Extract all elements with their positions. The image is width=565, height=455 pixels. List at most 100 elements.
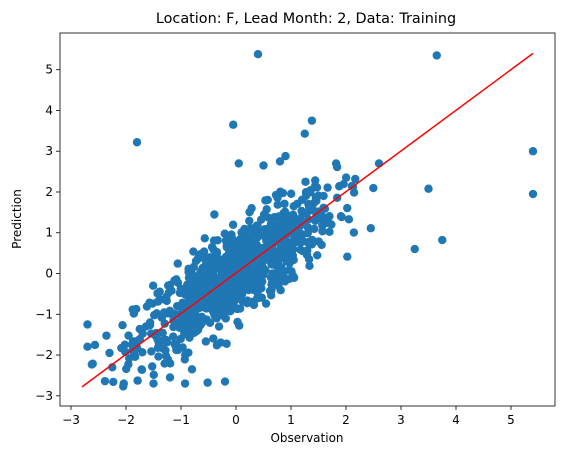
scatter-point bbox=[325, 227, 334, 237]
scatter-point bbox=[252, 240, 261, 249]
scatter-point bbox=[162, 292, 171, 301]
x-tick-label: 4 bbox=[452, 413, 460, 427]
scatter-point bbox=[221, 236, 231, 245]
scatter-point bbox=[100, 376, 110, 386]
plot-frame bbox=[59, 32, 556, 407]
scatter-point bbox=[235, 321, 244, 330]
y-tick-label: 3 bbox=[45, 144, 53, 158]
scatter-point bbox=[317, 213, 326, 222]
scatter-point bbox=[153, 343, 163, 353]
scatter-point bbox=[210, 210, 219, 219]
scatter-point bbox=[153, 297, 163, 306]
scatter-point bbox=[124, 331, 133, 340]
scatter-point bbox=[159, 308, 169, 317]
scatter-point bbox=[198, 248, 207, 258]
scatter-point bbox=[232, 281, 242, 291]
scatter-point bbox=[273, 193, 282, 202]
scatter-point bbox=[205, 318, 215, 327]
scatter-point bbox=[179, 284, 189, 294]
scatter-point bbox=[236, 236, 245, 245]
scatter-point bbox=[307, 116, 317, 125]
scatter-point bbox=[105, 348, 114, 358]
points-layer bbox=[83, 49, 538, 391]
scatter-point bbox=[369, 183, 378, 193]
scatter-point bbox=[220, 377, 230, 386]
y-tick-label: −2 bbox=[35, 348, 53, 362]
scatter-point bbox=[173, 320, 182, 329]
scatter-point bbox=[147, 347, 156, 356]
scatter-point bbox=[214, 322, 224, 331]
scatter-point bbox=[253, 221, 262, 230]
y-tick-label: −3 bbox=[35, 389, 53, 403]
scatter-point bbox=[248, 232, 257, 241]
scatter-point bbox=[285, 274, 294, 283]
scatter-point bbox=[309, 206, 318, 215]
scatter-point bbox=[279, 268, 289, 277]
scatter-point bbox=[209, 334, 218, 343]
scatter-point bbox=[199, 272, 209, 281]
scatter-point bbox=[137, 365, 146, 374]
scatter-point bbox=[152, 309, 161, 318]
scatter-point bbox=[119, 382, 128, 391]
scatter-point bbox=[279, 227, 288, 237]
scatter-point bbox=[337, 212, 346, 222]
scatter-point bbox=[249, 261, 259, 270]
scatter-point bbox=[193, 273, 202, 282]
scatter-point bbox=[125, 354, 134, 363]
scatter-point bbox=[168, 332, 178, 341]
scatter-point bbox=[274, 218, 283, 228]
scatter-point bbox=[212, 247, 222, 257]
scatter-point bbox=[225, 285, 235, 294]
scatter-point bbox=[245, 216, 254, 226]
scatter-point bbox=[226, 307, 235, 316]
scatter-point bbox=[175, 302, 185, 311]
scatter-point bbox=[432, 51, 441, 60]
scatter-point bbox=[331, 159, 341, 168]
scatter-point bbox=[366, 224, 375, 233]
scatter-point bbox=[128, 305, 137, 314]
scatter-point bbox=[300, 129, 309, 138]
x-tick-label: 5 bbox=[507, 413, 515, 427]
scatter-point bbox=[138, 348, 147, 357]
scatter-point bbox=[286, 189, 296, 198]
scatter-point bbox=[200, 234, 209, 243]
scatter-point bbox=[228, 220, 238, 229]
scatter-point bbox=[343, 252, 352, 261]
scatter-point bbox=[109, 377, 118, 387]
y-tick-label: 1 bbox=[45, 226, 53, 240]
scatter-point bbox=[438, 235, 447, 245]
y-tick-label: 5 bbox=[45, 63, 53, 77]
scatter-point bbox=[341, 173, 351, 182]
scatter-point bbox=[135, 324, 144, 334]
x-tick-label: −2 bbox=[117, 413, 135, 427]
scatter-point bbox=[343, 203, 352, 213]
scatter-point bbox=[149, 370, 158, 379]
scatter-point bbox=[275, 157, 285, 166]
scatter-point bbox=[135, 334, 144, 344]
scatter-point bbox=[190, 314, 200, 323]
scatter-point bbox=[263, 195, 272, 205]
scatter-point bbox=[287, 221, 297, 230]
x-axis-label: Observation bbox=[270, 431, 343, 445]
scatter-point bbox=[133, 376, 142, 385]
scatter-point bbox=[313, 251, 322, 260]
scatter-point bbox=[154, 352, 163, 361]
scatter-point bbox=[203, 378, 212, 387]
scatter-point bbox=[189, 307, 198, 317]
scatter-point bbox=[323, 183, 332, 192]
scatter-point bbox=[281, 151, 290, 161]
y-tick-label: −1 bbox=[35, 307, 53, 321]
scatter-point bbox=[211, 300, 220, 310]
scatter-point bbox=[301, 191, 311, 201]
scatter-point bbox=[289, 202, 298, 211]
scatter-point bbox=[184, 348, 193, 357]
scatter-point bbox=[232, 304, 242, 314]
y-axis-label: Prediction bbox=[10, 189, 24, 249]
scatter-point bbox=[267, 260, 276, 269]
scatter-point bbox=[349, 228, 359, 237]
y-axis: −3 −2 −1 0 1 2 3 4 5 bbox=[35, 63, 60, 403]
scatter-point bbox=[90, 340, 100, 350]
scatter-point bbox=[327, 220, 336, 229]
scatter-point bbox=[261, 299, 271, 308]
